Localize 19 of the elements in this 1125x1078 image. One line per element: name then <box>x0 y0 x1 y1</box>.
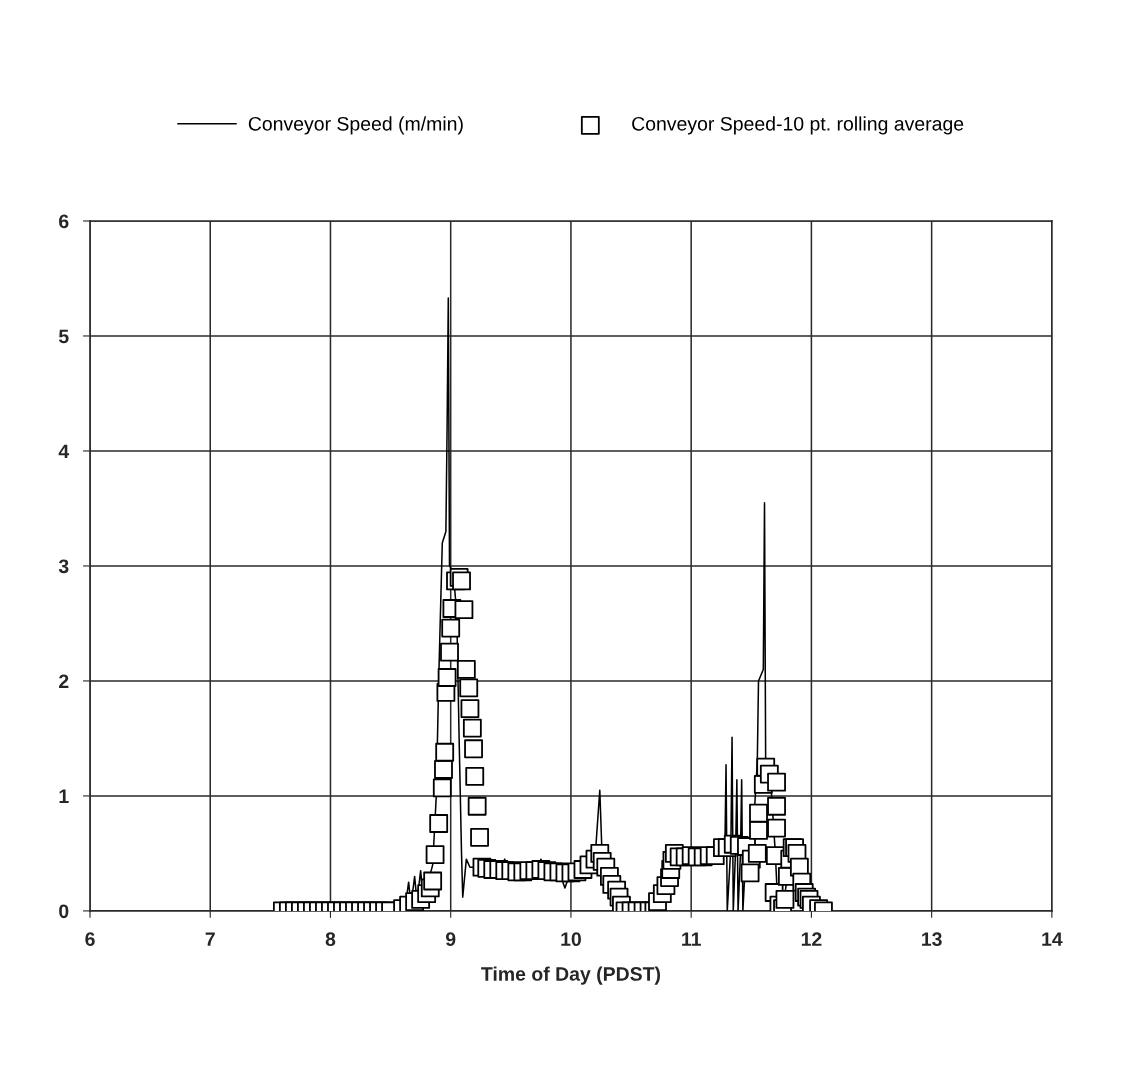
y-tick-label: 4 <box>58 444 70 459</box>
x-tick-label: 13 <box>922 932 942 947</box>
legend-label: Conveyor Speed-10 pt. rolling average <box>632 116 964 135</box>
legend-label: Conveyor Speed (m/min) <box>248 116 463 135</box>
x-axis-title: Time of Day (PDST) <box>481 966 661 985</box>
x-tick-label: 8 <box>325 932 336 947</box>
x-tick-label: 11 <box>682 932 701 946</box>
y-tick-label: 2 <box>59 674 69 688</box>
x-tick-label: 7 <box>205 932 215 946</box>
x-tick-label: 14 <box>1042 932 1063 946</box>
y-tick-label: 0 <box>59 904 69 919</box>
y-tick-label: 6 <box>59 214 69 229</box>
x-tick-label: 9 <box>445 932 456 947</box>
y-tick-label: 1 <box>59 789 69 803</box>
y-tick-label: 3 <box>58 559 69 574</box>
x-tick-label: 6 <box>85 932 95 947</box>
y-tick-label: 5 <box>58 329 69 344</box>
x-tick-label: 10 <box>561 932 581 947</box>
x-tick-label: 12 <box>801 932 822 946</box>
